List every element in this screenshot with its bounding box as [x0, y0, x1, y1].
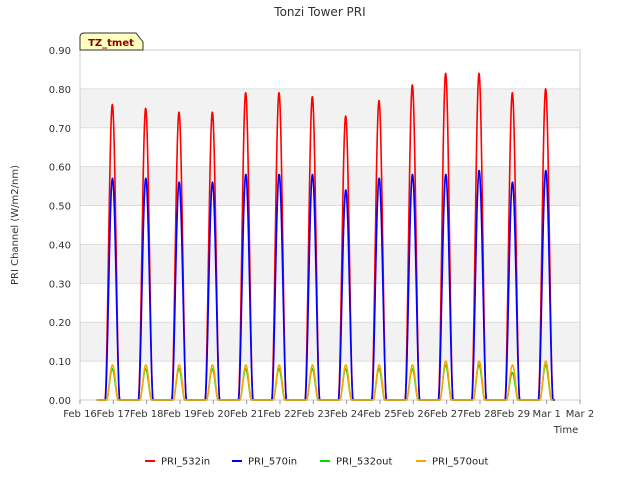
legend-label: PRI_532out	[336, 457, 392, 468]
legend-item-pri-570in: PRI_570in	[232, 457, 297, 468]
x-tick-label: Mar 1	[532, 409, 560, 420]
x-tick-label: Feb 20	[197, 409, 231, 420]
badge-label: TZ_tmet	[88, 38, 134, 49]
badge-box	[79, 32, 144, 51]
x-tick-label: Feb 23	[297, 409, 331, 420]
y-tick-label: 0.20	[49, 318, 71, 329]
legend-label: PRI_570in	[248, 457, 297, 468]
y-tick-label: 0.60	[49, 163, 71, 174]
legend-label: PRI_570out	[432, 457, 488, 468]
legend-item-pri-570out: PRI_570out	[416, 457, 488, 468]
x-tick-label: Feb 18	[130, 409, 164, 420]
y-tick-label: 0.00	[49, 396, 71, 407]
x-tick-label: Mar 2	[566, 409, 594, 420]
x-tick-label: Feb 29	[497, 409, 531, 420]
x-tick-label: Feb 28	[463, 409, 497, 420]
y-tick-label: 0.50	[49, 202, 71, 213]
y-tick-label: 0.40	[49, 240, 71, 251]
x-tick-label: Feb 24	[330, 409, 364, 420]
y-tick-label: 0.10	[49, 357, 71, 368]
legend-item-pri-532out: PRI_532out	[320, 457, 392, 468]
y-tick-label: 0.30	[49, 279, 71, 290]
background-band	[80, 88, 580, 128]
background-band	[80, 166, 580, 206]
legend-item-pri-532in: PRI_532in	[145, 457, 210, 468]
series-line-pri-570out	[96, 360, 554, 401]
x-tick-label: Feb 19	[163, 409, 197, 420]
chart-title: Tonzi Tower PRI	[273, 5, 365, 19]
background-band	[80, 244, 580, 284]
tz-badge: TZ_tmet	[79, 32, 144, 51]
background-band	[80, 322, 580, 362]
x-tick-label: Feb 16	[63, 409, 97, 420]
legend: PRI_532in PRI_570in PRI_532out PRI_570out	[145, 457, 488, 468]
y-tick-label: 0.90	[49, 46, 71, 57]
y-tick-label: 0.80	[49, 85, 71, 96]
x-axis-ticks: Feb 16 Feb 17 Feb 18 Feb 19 Feb 20 Feb 21 Feb …	[63, 400, 594, 420]
x-axis-label: Time	[553, 425, 578, 436]
x-tick-label: Feb 17	[97, 409, 131, 420]
x-tick-label: Feb 27	[430, 409, 464, 420]
series-lines	[96, 72, 555, 401]
x-tick-label: Feb 21	[230, 409, 264, 420]
background-band	[80, 205, 580, 245]
y-axis-ticks: 0.00 0.10 0.20 0.30 0.40 0.50 0.60 0.70 0.80 0.90	[49, 46, 71, 407]
y-axis-label: PRI Channel (W/m2/nm)	[10, 165, 21, 285]
y-tick-label: 0.70	[49, 124, 71, 135]
background-band	[80, 361, 580, 400]
legend-label: PRI_532in	[161, 457, 210, 468]
background-band	[80, 283, 580, 323]
background-band	[80, 127, 580, 167]
x-tick-label: Feb 26	[397, 409, 431, 420]
background-bands	[80, 50, 580, 400]
x-tick-label: Feb 22	[263, 409, 297, 420]
x-tick-label: Feb 25	[363, 409, 397, 420]
background-band	[80, 50, 580, 89]
